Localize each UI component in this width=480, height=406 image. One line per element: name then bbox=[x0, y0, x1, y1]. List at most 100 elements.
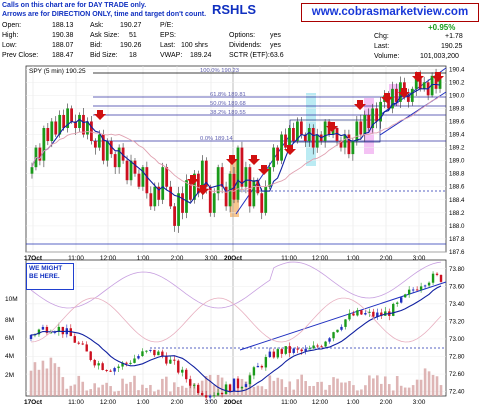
bottom-candle-body bbox=[105, 369, 108, 371]
bottom-candle-body bbox=[240, 387, 244, 389]
bottom-candle-body bbox=[161, 351, 164, 356]
top-candle-body bbox=[133, 160, 137, 174]
bottom-y-tick-label: 73.20 bbox=[449, 318, 465, 325]
bottom-moving-average bbox=[30, 285, 442, 393]
bottom-candle-body bbox=[427, 282, 431, 286]
last-label: Last: bbox=[160, 42, 176, 49]
volume-bar bbox=[45, 368, 49, 396]
volume-bar bbox=[320, 381, 323, 396]
top-candle-body bbox=[30, 167, 34, 174]
bottom-candle-body bbox=[212, 395, 216, 397]
volume-bar bbox=[280, 379, 284, 396]
asksize-label: Ask Size: bbox=[90, 32, 120, 39]
top-candle-body bbox=[82, 114, 85, 135]
top-y-tick-label: 189.2 bbox=[449, 145, 465, 152]
top-x-tick-label: 11:00 bbox=[281, 255, 297, 262]
bottom-candle-body bbox=[400, 297, 403, 303]
volume-bar bbox=[292, 389, 296, 396]
bottom-candle-body bbox=[336, 329, 339, 333]
fib-label: 0.0% 189.14 bbox=[200, 136, 233, 142]
bottom-y-tick-label: 72.40 bbox=[449, 389, 465, 396]
bottom-candle-body bbox=[93, 359, 96, 366]
down-arrow-marker bbox=[381, 93, 393, 103]
top-candle-body bbox=[58, 114, 62, 135]
top-candle-body bbox=[299, 121, 303, 135]
volume-bar bbox=[157, 389, 160, 396]
bottom-candle-body bbox=[376, 312, 379, 317]
bottom-x-tick-label: 2:00 bbox=[171, 399, 184, 406]
top-candle-body bbox=[109, 141, 113, 155]
bottom-candle-body bbox=[372, 311, 375, 317]
eps-label: EPS: bbox=[160, 32, 176, 39]
volume-tick-label: 2M bbox=[5, 372, 14, 379]
top-candle-body bbox=[296, 121, 299, 142]
volume-bar bbox=[256, 385, 260, 396]
top-candle-body bbox=[208, 186, 212, 213]
bottom-candle-body bbox=[224, 384, 228, 395]
top-candle-body bbox=[196, 173, 200, 194]
top-candle-body bbox=[224, 186, 228, 207]
bottom-candle-body bbox=[57, 326, 61, 332]
bottom-x-tick-label: 2:00 bbox=[380, 399, 393, 406]
volume-tick-label: 10M bbox=[5, 296, 18, 303]
volume-bar bbox=[192, 383, 196, 396]
bottom-candle-body bbox=[200, 392, 204, 396]
volume-bar bbox=[332, 377, 335, 396]
bottom-y-tick-label: 72.80 bbox=[449, 354, 465, 361]
volume-bar bbox=[372, 378, 375, 396]
bottom-candle-body bbox=[419, 286, 423, 290]
down-arrow-marker bbox=[94, 110, 106, 120]
bottom-candle-body bbox=[125, 362, 128, 364]
bottom-x-tick-label: 17Oct bbox=[24, 399, 43, 406]
down-arrow-marker bbox=[432, 72, 444, 82]
open-label: Open: bbox=[2, 22, 22, 29]
top-candle-body bbox=[54, 121, 58, 135]
top-y-tick-label: 189.6 bbox=[449, 118, 465, 125]
top-candle-body bbox=[260, 193, 264, 213]
bottom-candle-body bbox=[252, 367, 256, 376]
top-candle-body bbox=[430, 75, 434, 96]
top-candle-body bbox=[193, 173, 196, 200]
top-candle-body bbox=[97, 134, 101, 148]
top-candle-body bbox=[46, 128, 50, 142]
volume-bar bbox=[176, 386, 180, 396]
down-arrow-marker bbox=[197, 185, 209, 195]
bidsize-value: 18 bbox=[129, 52, 137, 59]
top-candle-body bbox=[181, 193, 184, 213]
bottom-candle-body bbox=[344, 319, 347, 327]
bottom-candle-body bbox=[232, 378, 236, 392]
volume-bar bbox=[228, 390, 232, 396]
bottom-y-tick-label: 72.60 bbox=[449, 371, 465, 378]
volume-bar bbox=[348, 381, 351, 396]
top-y-tick-label: 188.8 bbox=[449, 171, 465, 178]
volume-bar bbox=[260, 386, 264, 396]
bottom-candle-body bbox=[141, 351, 144, 357]
website-link[interactable]: www.cobrasmarketview.com bbox=[301, 3, 479, 22]
bottom-candle-body bbox=[173, 359, 176, 361]
top-y-tick-label: 189.0 bbox=[449, 158, 465, 165]
asksize-value: 51 bbox=[129, 32, 137, 39]
volume-bar bbox=[81, 381, 85, 396]
bottom-candle-body bbox=[89, 351, 92, 360]
volume-bar bbox=[172, 382, 176, 396]
volume-bar bbox=[312, 385, 315, 396]
volume-bar bbox=[411, 385, 415, 396]
top-candle-body bbox=[367, 114, 371, 128]
top-candle-body bbox=[149, 193, 153, 207]
bottom-candle-body bbox=[109, 370, 112, 372]
volume-bar bbox=[415, 379, 419, 396]
top-candle-body bbox=[173, 206, 176, 226]
volume-bar bbox=[113, 391, 116, 396]
top-candle-body bbox=[339, 141, 343, 148]
top-candle-body bbox=[438, 79, 442, 89]
sctr-label: SCTR (ETF): bbox=[229, 52, 270, 59]
volume-bar bbox=[427, 371, 431, 396]
top-candle-body bbox=[117, 147, 121, 168]
bottom-x-tick-label: 3:00 bbox=[413, 399, 426, 406]
highlight-zone-magenta-2 bbox=[389, 84, 399, 106]
fib-label: 61.8% 189.81 bbox=[210, 92, 246, 98]
top-y-tick-label: 188.0 bbox=[449, 223, 465, 230]
last2-label: Last: bbox=[374, 43, 390, 50]
low-value: 188.07 bbox=[52, 42, 74, 49]
top-candle-body bbox=[145, 167, 149, 194]
